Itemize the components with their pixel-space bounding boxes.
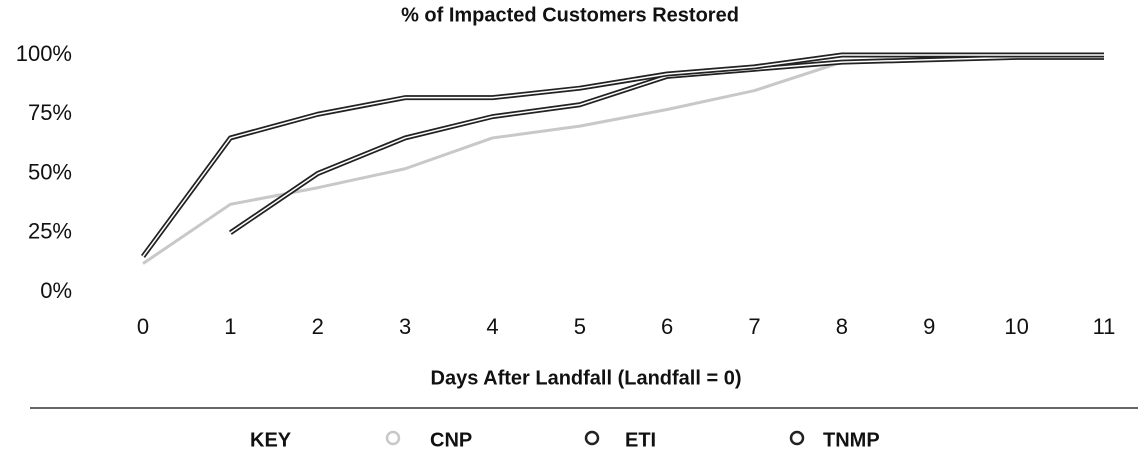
y-tick-label: 25% bbox=[28, 219, 72, 244]
x-tick-label: 7 bbox=[748, 314, 760, 339]
x-tick-label: 3 bbox=[399, 314, 411, 339]
y-tick-label: 75% bbox=[28, 100, 72, 125]
x-tick-label: 8 bbox=[836, 314, 848, 339]
x-tick-label: 5 bbox=[574, 314, 586, 339]
series-line bbox=[140, 52, 1104, 258]
x-tick-label: 4 bbox=[486, 314, 498, 339]
y-tick-label: 100% bbox=[16, 41, 72, 66]
legend-label: ETI bbox=[625, 429, 656, 451]
series-line bbox=[228, 54, 1104, 235]
x-tick-label: 6 bbox=[661, 314, 673, 339]
x-tick-label: 2 bbox=[312, 314, 324, 339]
legend-marker bbox=[385, 430, 401, 446]
legend-label: TNMP bbox=[823, 429, 880, 451]
legend-label: CNP bbox=[430, 429, 472, 451]
legend-marker bbox=[789, 430, 805, 446]
x-axis-label: Days After Landfall (Landfall = 0) bbox=[431, 367, 742, 389]
series-line-core bbox=[142, 54, 1104, 257]
x-tick-label: 11 bbox=[1093, 314, 1116, 339]
y-tick-label: 50% bbox=[28, 159, 72, 184]
x-tick-label: 1 bbox=[224, 314, 236, 339]
x-tick-label: 10 bbox=[1004, 314, 1028, 339]
y-tick-label: 0% bbox=[40, 278, 72, 303]
x-tick-label: 9 bbox=[923, 314, 935, 339]
x-tick-label: 0 bbox=[137, 314, 149, 339]
chart-title: % of Impacted Customers Restored bbox=[401, 4, 739, 26]
legend-title: KEY bbox=[250, 429, 292, 451]
series-line-core bbox=[229, 56, 1104, 234]
legend-marker bbox=[584, 430, 600, 446]
